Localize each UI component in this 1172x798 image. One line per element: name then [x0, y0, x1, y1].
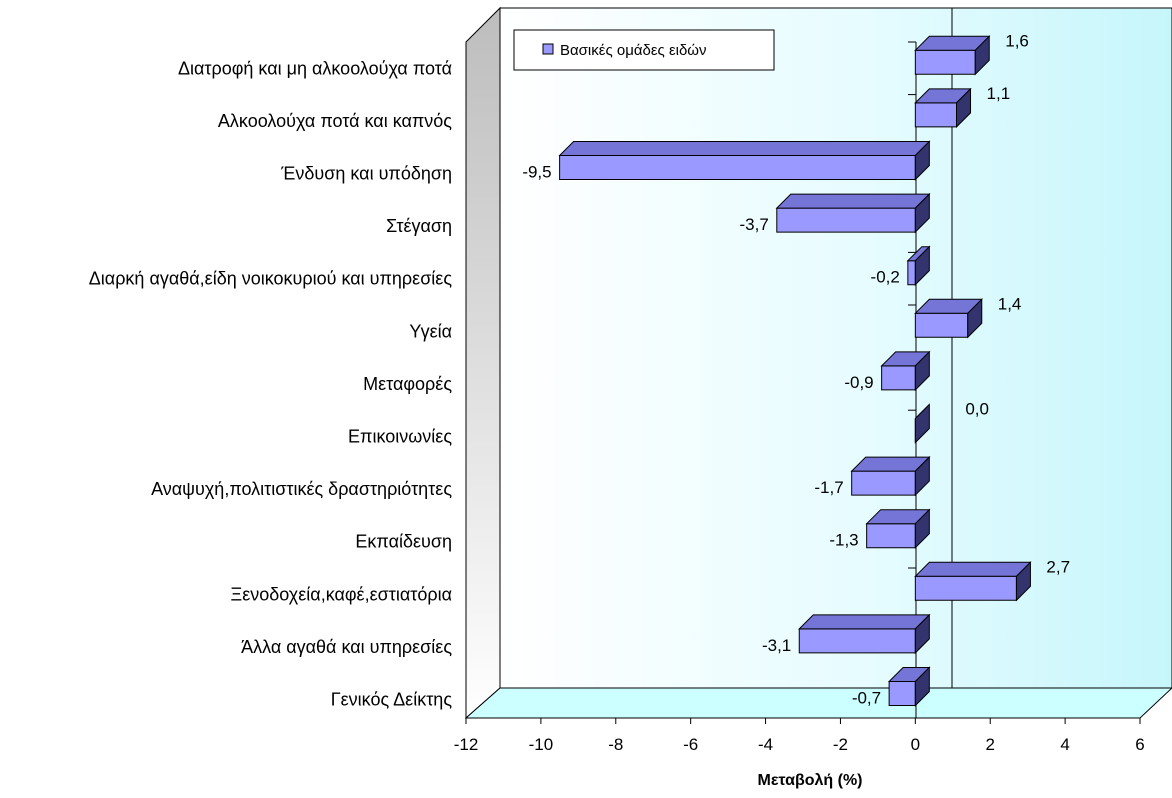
bar [914, 561, 1032, 602]
category-labels: Διατροφή και μη αλκοολούχα ποτά Αλκοολούχ… [89, 41, 916, 719]
data-label: 2,7 [1046, 557, 1070, 576]
data-label: -3,7 [739, 215, 768, 234]
data-label: -1,3 [829, 531, 858, 550]
bar [798, 613, 931, 655]
category-label: Στέγαση [386, 216, 452, 236]
x-tick-label: -12 [454, 735, 479, 754]
bar [775, 192, 931, 234]
x-axis-title: Μεταβολή (%) [758, 772, 863, 789]
bars [558, 35, 1032, 707]
bar [880, 350, 931, 392]
data-label: 1,6 [1005, 31, 1029, 50]
bar [914, 403, 930, 444]
x-tick-label: -2 [833, 735, 848, 754]
data-label: -1,7 [814, 478, 843, 497]
plot-floor [464, 687, 1172, 719]
bar [850, 455, 931, 497]
category-label: Άλλα αγαθά και υπηρεσίες [241, 637, 452, 657]
category-label: Γενικός Δείκτης [331, 690, 453, 710]
category-label: Μεταφορές [363, 374, 452, 394]
bar [914, 35, 991, 76]
bar [906, 245, 931, 286]
x-tick-label: 4 [1060, 735, 1069, 754]
category-label: Αναψυχή,πολιτιστικές δραστηριότητες [151, 479, 452, 499]
x-tick-label: 0 [911, 735, 920, 754]
bar [914, 87, 972, 129]
data-label: 1,4 [998, 294, 1022, 313]
data-label: 0,0 [965, 400, 989, 419]
x-tick-label: -8 [608, 735, 623, 754]
x-tick-label: 6 [1135, 735, 1144, 754]
category-label: Επικοινωνίες [348, 427, 452, 447]
category-label: Διαρκή αγαθά,είδη νοικοκυριού και υπηρεσ… [89, 269, 453, 289]
data-label: -0,9 [844, 373, 873, 392]
x-tick-label: -6 [683, 735, 698, 754]
category-label: Ξενοδοχεία,καφέ,εστιατόρια [231, 584, 452, 604]
legend-label: Βασικές ομάδες ειδών [560, 42, 707, 59]
category-label: Εκπαίδευση [355, 532, 452, 552]
category-label: Αλκοολούχα ποτά και καπνός [218, 111, 452, 131]
category-label: Υγεία [409, 321, 452, 341]
data-label: -9,5 [522, 163, 551, 182]
x-tick-label: -4 [758, 735, 773, 754]
data-label: 1,1 [987, 84, 1011, 103]
bar [558, 140, 931, 181]
x-ticks: -12 -10 -8 -6 -4 -2 0 2 4 6 [454, 718, 1145, 754]
x-tick-label: 2 [985, 735, 994, 754]
plot-left-wall [465, 6, 501, 720]
bar [887, 666, 931, 707]
legend-box [513, 29, 775, 71]
legend: Βασικές ομάδες ειδών [513, 29, 775, 71]
category-label: Ένδυση και υπόδηση [280, 164, 452, 184]
bar [914, 298, 983, 339]
plot-back-wall [499, 7, 1172, 689]
data-label: -3,1 [762, 636, 791, 655]
data-label: -0,7 [852, 689, 881, 708]
data-label: -0,2 [871, 268, 900, 287]
category-label: Διατροφή και μη αλκοολούχα ποτά [178, 58, 452, 78]
x-tick-label: -10 [529, 735, 554, 754]
data-labels: 1,6 1,1 -9,5 -3,7 -0,2 1,4 -0,9 0,0 -1,7 -1,3 2,7 -… [522, 31, 1070, 707]
legend-swatch [542, 43, 554, 55]
bar [865, 508, 931, 549]
